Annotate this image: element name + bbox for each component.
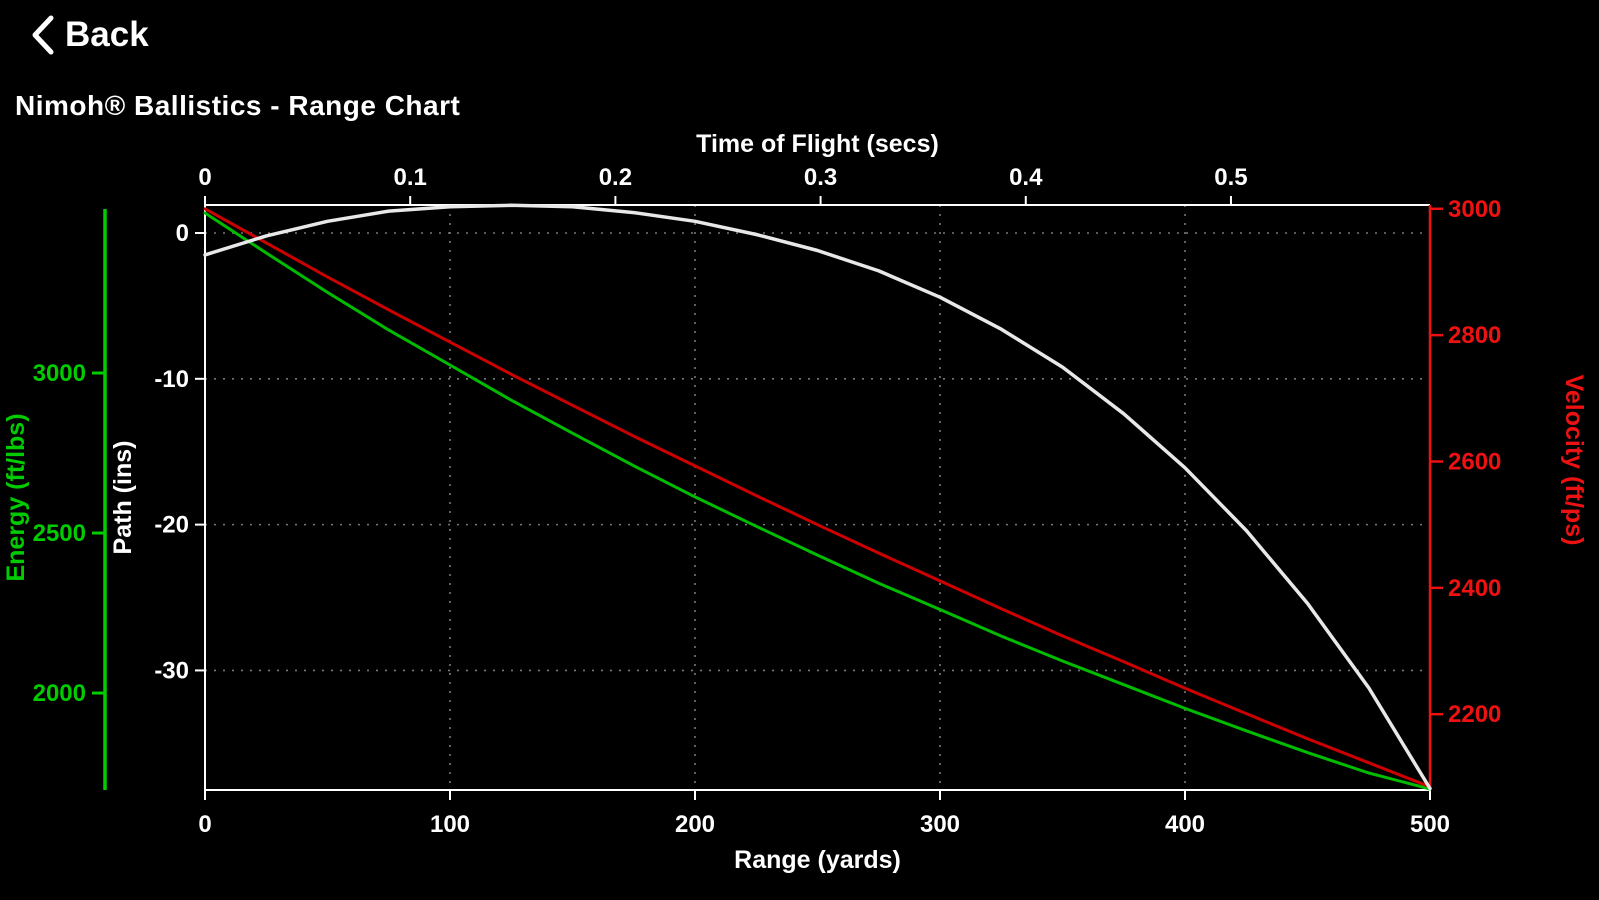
time-axis-tick-label: 0.5 xyxy=(1214,164,1247,191)
range-axis-tick-label: 300 xyxy=(920,811,960,838)
nav-bar: Back xyxy=(30,14,149,56)
path-series-line xyxy=(203,203,1432,791)
range-axis-tick-label: 200 xyxy=(675,811,715,838)
range-axis-title: Range (yards) xyxy=(734,846,901,874)
time-axis-tick-label: 0.4 xyxy=(1009,164,1043,191)
velocity-axis-tick-label: 2800 xyxy=(1448,322,1501,349)
energy-axis-tick-label: 2000 xyxy=(33,680,86,707)
range-axis-tick-label: 500 xyxy=(1410,811,1450,838)
path-axis-tick-label: -20 xyxy=(154,512,189,539)
back-label: Back xyxy=(65,15,149,54)
velocity-axis-title: Velocity (ft/ps) xyxy=(1560,375,1588,546)
energy-axis-title: Energy (ft/lbs) xyxy=(2,413,30,581)
velocity-axis-tick-label: 2400 xyxy=(1448,575,1501,602)
page-title: Nimoh® Ballistics - Range Chart xyxy=(15,90,461,121)
velocity-axis-tick-label: 2600 xyxy=(1448,448,1501,475)
path-axis-tick-label: -10 xyxy=(154,366,189,393)
energy-series-line xyxy=(203,211,1432,791)
back-chevron-icon xyxy=(32,15,54,55)
time-axis-tick-label: 0 xyxy=(198,164,211,191)
time-axis-title: Time of Flight (secs) xyxy=(696,130,939,158)
range-axis-tick-label: 400 xyxy=(1165,811,1205,838)
velocity-axis-tick-label: 3000 xyxy=(1448,196,1501,223)
path-axis-tick-label: -30 xyxy=(154,657,189,684)
time-axis-tick-label: 0.2 xyxy=(599,164,632,191)
path-axis-tick-label: 0 xyxy=(176,220,189,247)
path-axis-title: Path (ins) xyxy=(109,441,137,555)
energy-axis-tick-label: 3000 xyxy=(33,360,86,387)
time-axis-tick-label: 0.3 xyxy=(804,164,837,191)
back-button[interactable]: Back xyxy=(30,14,149,56)
range-axis-tick-label: 0 xyxy=(198,811,211,838)
velocity-series-line xyxy=(203,207,1432,789)
range-axis-tick-label: 100 xyxy=(430,811,470,838)
time-axis-tick-label: 0.1 xyxy=(394,164,427,191)
velocity-axis-tick-label: 2200 xyxy=(1448,701,1501,728)
energy-axis-tick-label: 2500 xyxy=(33,520,86,547)
